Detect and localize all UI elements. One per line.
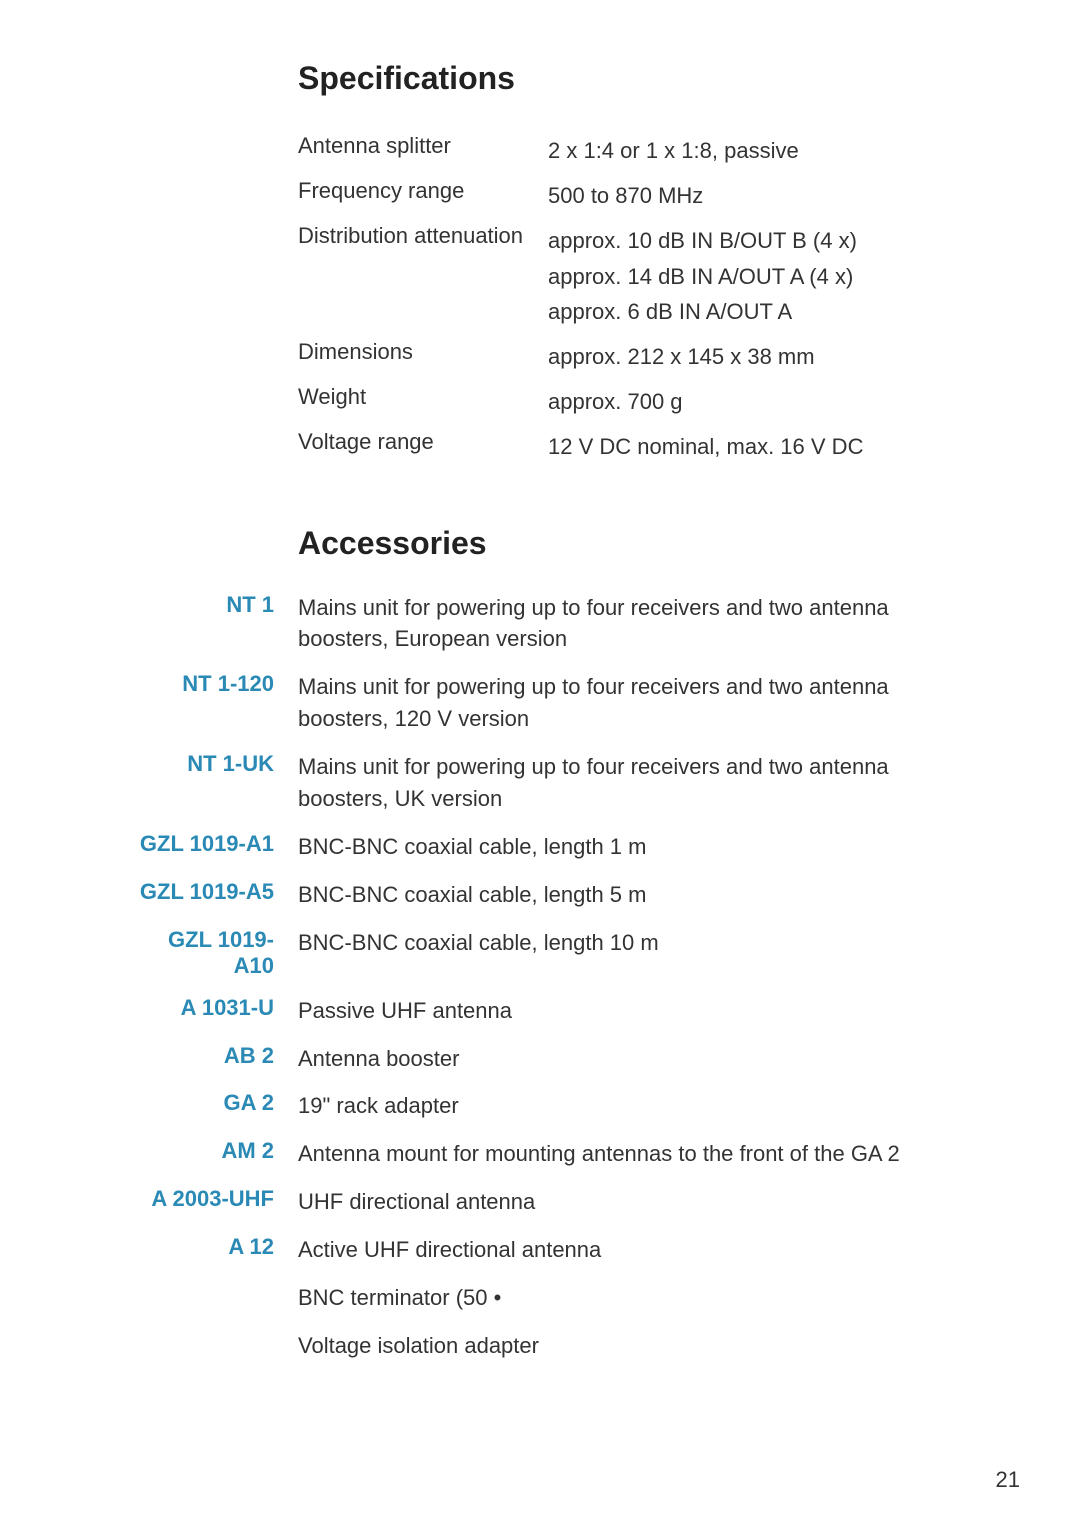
accessories-list: NT 1 Mains unit for powering up to four … <box>130 592 1020 1362</box>
spec-row: Weight approx. 700 g <box>298 384 1020 419</box>
spec-value: approx. 700 g <box>548 384 683 419</box>
spec-row: Antenna splitter 2 x 1:4 or 1 x 1:8, pas… <box>298 133 1020 168</box>
spec-label: Weight <box>298 384 548 410</box>
accessory-row: A 12 Active UHF directional antenna <box>130 1234 1020 1266</box>
spec-row: Distribution attenuation approx. 10 dB I… <box>298 223 1020 329</box>
accessory-row: GZL 1019-A5 BNC-BNC coaxial cable, lengt… <box>130 879 1020 911</box>
accessory-row: GZL 1019-A10 BNC-BNC coaxial cable, leng… <box>130 927 1020 979</box>
accessory-code: GZL 1019-A10 <box>130 927 298 979</box>
accessory-desc: BNC-BNC coaxial cable, length 1 m <box>298 831 646 863</box>
accessory-code: A 1031-U <box>130 995 298 1021</box>
accessory-code: A 2003-UHF <box>130 1186 298 1212</box>
spec-label: Antenna splitter <box>298 133 548 159</box>
accessory-desc: Active UHF directional antenna <box>298 1234 601 1266</box>
accessories-heading: Accessories <box>298 525 1020 562</box>
accessory-desc: 19" rack adapter <box>298 1090 459 1122</box>
accessory-desc: Antenna mount for mounting antennas to t… <box>298 1138 900 1170</box>
accessory-desc: Mains unit for powering up to four recei… <box>298 751 938 815</box>
accessory-desc: Antenna booster <box>298 1043 459 1075</box>
accessory-code: A 12 <box>130 1234 298 1260</box>
accessory-desc: BNC-BNC coaxial cable, length 5 m <box>298 879 646 911</box>
accessory-row: NT 1-UK Mains unit for powering up to fo… <box>130 751 1020 815</box>
page-number: 21 <box>996 1467 1020 1493</box>
accessory-code: AB 2 <box>130 1043 298 1069</box>
spec-value: 500 to 870 MHz <box>548 178 703 213</box>
spec-label: Dimensions <box>298 339 548 365</box>
spec-label: Voltage range <box>298 429 548 455</box>
accessory-row: NT 1 Mains unit for powering up to four … <box>130 592 1020 656</box>
accessory-desc: BNC-BNC coaxial cable, length 10 m <box>298 927 659 959</box>
accessory-desc: Mains unit for powering up to four recei… <box>298 671 938 735</box>
accessory-code: AM 2 <box>130 1138 298 1164</box>
accessory-code: NT 1 <box>130 592 298 618</box>
specifications-table: Antenna splitter 2 x 1:4 or 1 x 1:8, pas… <box>298 133 1020 465</box>
spec-label: Distribution attenuation <box>298 223 548 249</box>
spec-value: 12 V DC nominal, max. 16 V DC <box>548 429 863 464</box>
page: Specifications Antenna splitter 2 x 1:4 … <box>0 0 1080 1533</box>
accessory-code: GZL 1019-A5 <box>130 879 298 905</box>
accessory-desc: BNC terminator (50 • <box>298 1282 506 1314</box>
spec-value: 2 x 1:4 or 1 x 1:8, passive <box>548 133 799 168</box>
spec-row: Voltage range 12 V DC nominal, max. 16 V… <box>298 429 1020 464</box>
spec-value: approx. 212 x 145 x 38 mm <box>548 339 815 374</box>
accessory-row: AM 2 Antenna mount for mounting antennas… <box>130 1138 1020 1170</box>
accessory-code: GZL 1019-A1 <box>130 831 298 857</box>
accessory-row: A 1031-U Passive UHF antenna <box>130 995 1020 1027</box>
spec-row: Dimensions approx. 212 x 145 x 38 mm <box>298 339 1020 374</box>
accessory-code: NT 1-120 <box>130 671 298 697</box>
accessory-desc: UHF directional antenna <box>298 1186 535 1218</box>
accessory-desc: Voltage isolation adapter <box>298 1330 539 1362</box>
accessory-code: GA 2 <box>130 1090 298 1116</box>
accessory-row: GZL 1019-A1 BNC-BNC coaxial cable, lengt… <box>130 831 1020 863</box>
accessory-row: NT 1-120 Mains unit for powering up to f… <box>130 671 1020 735</box>
accessory-desc: Passive UHF antenna <box>298 995 512 1027</box>
accessory-code: NT 1-UK <box>130 751 298 777</box>
accessory-row: Voltage isolation adapter <box>130 1330 1020 1362</box>
accessory-row: BNC terminator (50 • <box>130 1282 1020 1314</box>
spec-label: Frequency range <box>298 178 548 204</box>
spec-value: approx. 10 dB IN B/OUT B (4 x) approx. 1… <box>548 223 857 329</box>
accessory-row: AB 2 Antenna booster <box>130 1043 1020 1075</box>
accessory-row: A 2003-UHF UHF directional antenna <box>130 1186 1020 1218</box>
specifications-heading: Specifications <box>298 60 1020 97</box>
accessory-desc: Mains unit for powering up to four recei… <box>298 592 938 656</box>
accessory-row: GA 2 19" rack adapter <box>130 1090 1020 1122</box>
spec-row: Frequency range 500 to 870 MHz <box>298 178 1020 213</box>
